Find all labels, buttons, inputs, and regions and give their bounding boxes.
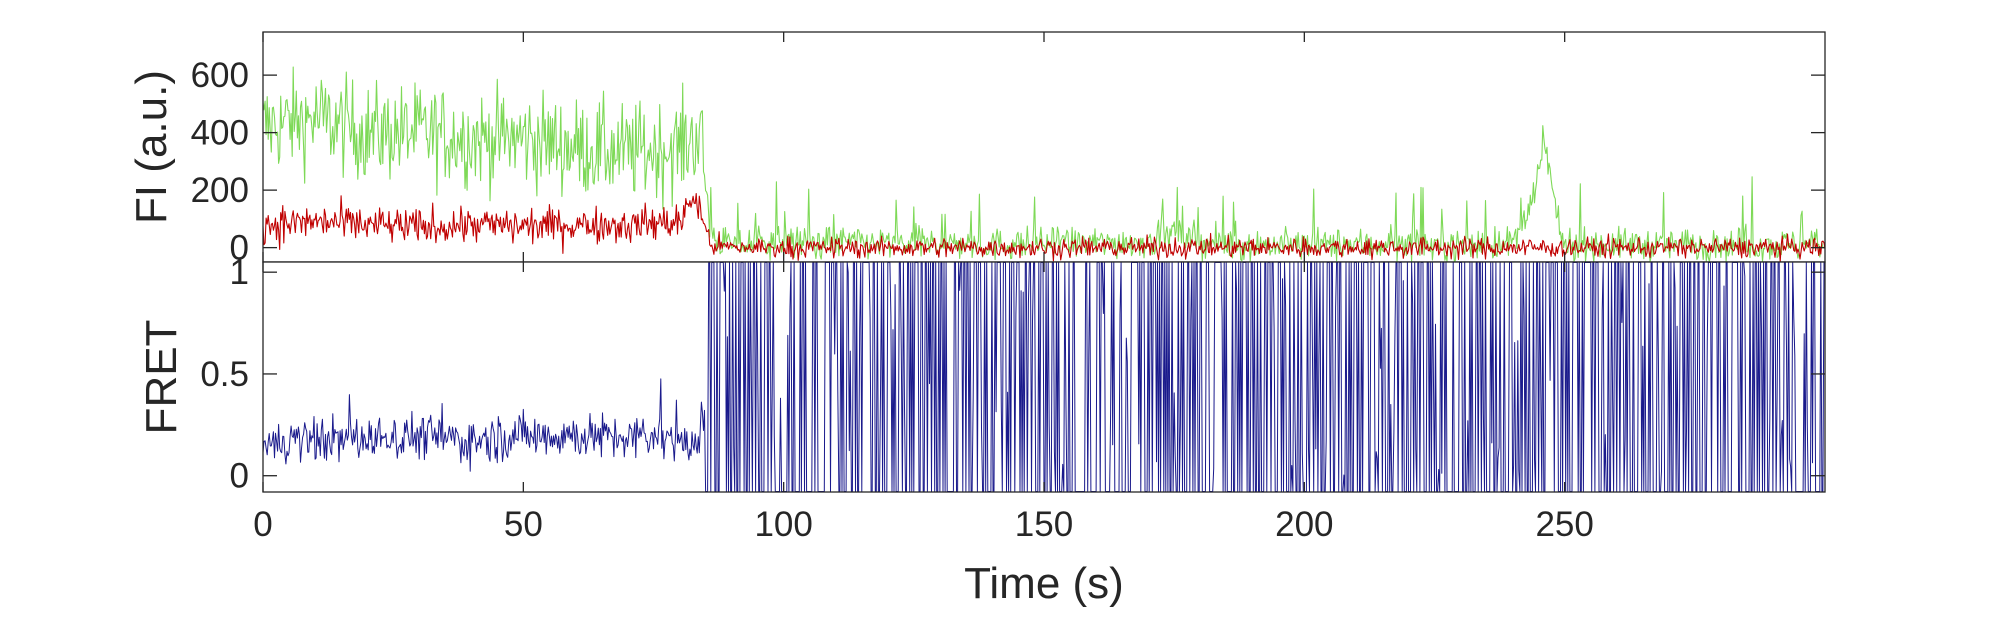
fluorescence-trace-0 xyxy=(262,66,1826,263)
x-tick-label: 200 xyxy=(1275,505,1333,544)
x-tick-label: 100 xyxy=(754,505,812,544)
fluorescence-y-tick-label: 0 xyxy=(230,229,249,268)
fluorescence-y-tick-label: 400 xyxy=(191,114,249,153)
fret-y-axis-title: FRET xyxy=(137,320,186,435)
fluorescence-y-ticks: 0 200 400 600 xyxy=(191,56,1825,268)
x-tick-label: 0 xyxy=(253,505,272,544)
fluorescence-y-tick-label: 200 xyxy=(191,171,249,210)
x-axis-title: Time (s) xyxy=(964,559,1124,608)
fret-y-tick-label: 0 xyxy=(230,457,249,496)
fluorescence-y-axis-title: FI (a.u.) xyxy=(127,70,176,224)
fret-panel: 00.51 0 50 100 150 200 250 FRET Time (s) xyxy=(137,253,1826,608)
fret-y-tick-label: 1 xyxy=(230,253,249,292)
fluorescence-panel: 0 200 400 600 FI (a.u.) xyxy=(127,31,1826,268)
fluorescence-x-ticks xyxy=(262,32,1566,262)
x-tick-label: 250 xyxy=(1535,505,1593,544)
x-tick-label: 150 xyxy=(1015,505,1073,544)
fret-x-ticks: 0 50 100 150 200 250 xyxy=(253,262,1594,544)
fret-y-tick-label: 0.5 xyxy=(200,355,249,394)
x-tick-label: 50 xyxy=(504,505,543,544)
fret-y-ticks: 00.51 xyxy=(200,253,1825,496)
fluorescence-y-tick-label: 600 xyxy=(191,56,249,95)
